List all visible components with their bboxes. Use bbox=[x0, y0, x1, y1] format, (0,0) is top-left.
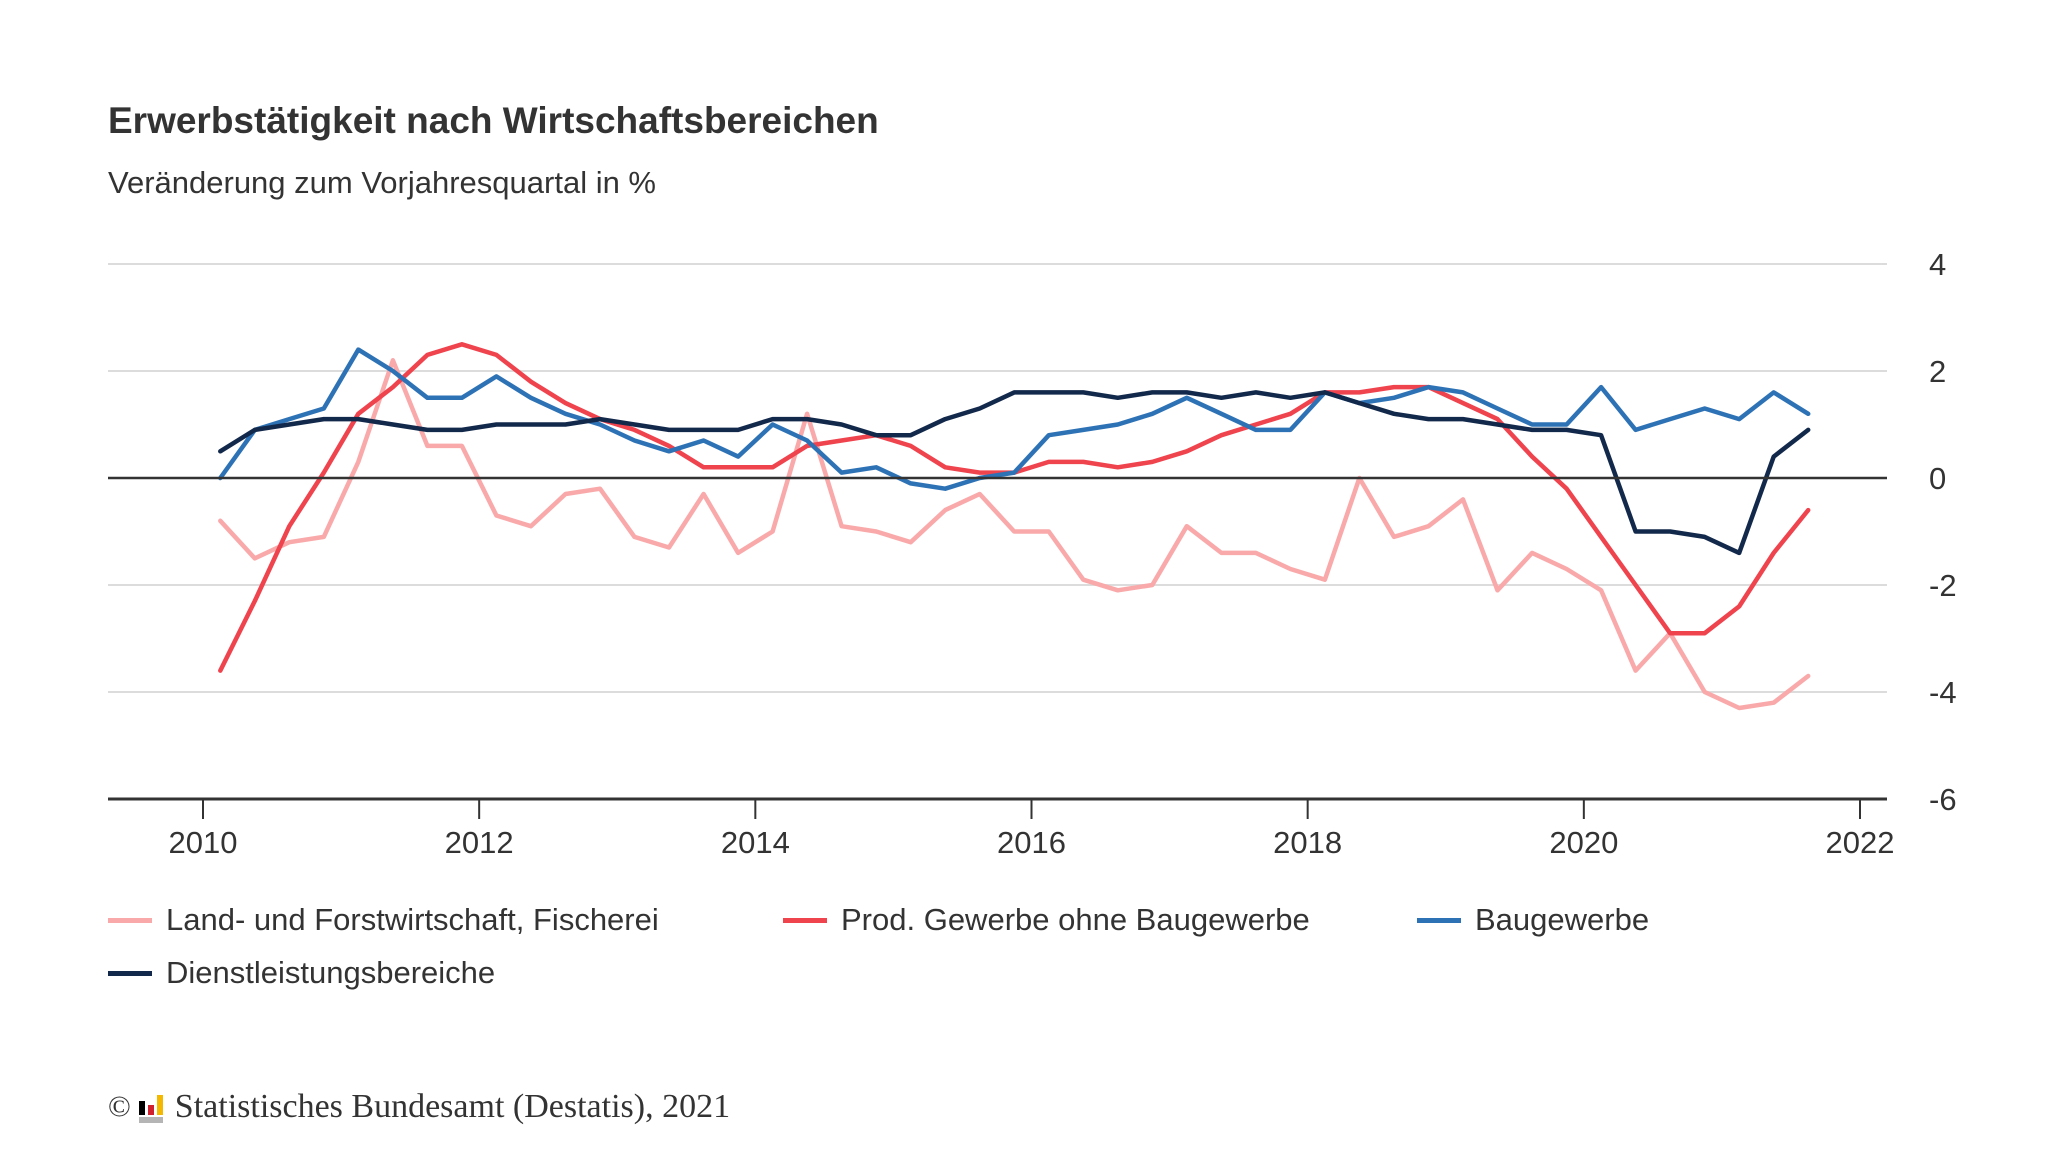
x-tick-label: 2022 bbox=[1826, 825, 1895, 860]
legend-label: Prod. Gewerbe ohne Baugewerbe bbox=[841, 902, 1310, 937]
destatis-logo-icon bbox=[137, 1091, 167, 1123]
y-tick-label: -6 bbox=[1929, 782, 1957, 817]
legend-label: Baugewerbe bbox=[1475, 902, 1650, 937]
chart-title: Erwerbstätigkeit nach Wirtschaftsbereich… bbox=[108, 100, 879, 141]
legend-label: Dienstleistungsbereiche bbox=[166, 955, 496, 990]
legend-swatch bbox=[1417, 917, 1461, 923]
legend-swatch bbox=[783, 917, 827, 923]
legend-label: Land- und Forstwirtschaft, Fischerei bbox=[166, 902, 659, 937]
source-footer: © Statistisches Bundesamt (Destatis), 20… bbox=[108, 1088, 730, 1126]
copyright-symbol: © bbox=[108, 1090, 131, 1123]
y-tick-label: 4 bbox=[1929, 247, 1946, 282]
legend-item-prod: Prod. Gewerbe ohne Baugewerbe bbox=[783, 902, 1310, 938]
series-line-land-und-forstwirtschaft-fischerei bbox=[218, 358, 1811, 711]
y-tick-label: 0 bbox=[1929, 461, 1946, 496]
legend-item-land: Land- und Forstwirtschaft, Fischerei bbox=[108, 902, 659, 938]
legend-item-dienst: Dienstleistungsbereiche bbox=[108, 955, 495, 991]
x-tick-label: 2010 bbox=[169, 825, 238, 860]
y-tick-label: -2 bbox=[1929, 568, 1957, 603]
legend-swatch bbox=[108, 970, 152, 976]
x-tick-label: 2012 bbox=[445, 825, 514, 860]
x-tick-label: 2016 bbox=[997, 825, 1066, 860]
y-tick-label: -4 bbox=[1929, 675, 1957, 710]
source-text: Statistisches Bundesamt (Destatis), 2021 bbox=[174, 1088, 731, 1125]
legend-swatch bbox=[108, 917, 152, 923]
x-tick-label: 2014 bbox=[721, 825, 790, 860]
x-tick-label: 2020 bbox=[1549, 825, 1618, 860]
y-tick-label: 2 bbox=[1929, 354, 1946, 389]
chart-subtitle: Veränderung zum Vorjahresquartal in % bbox=[108, 165, 656, 200]
x-tick-label: 2018 bbox=[1273, 825, 1342, 860]
legend-item-bau: Baugewerbe bbox=[1417, 902, 1649, 938]
